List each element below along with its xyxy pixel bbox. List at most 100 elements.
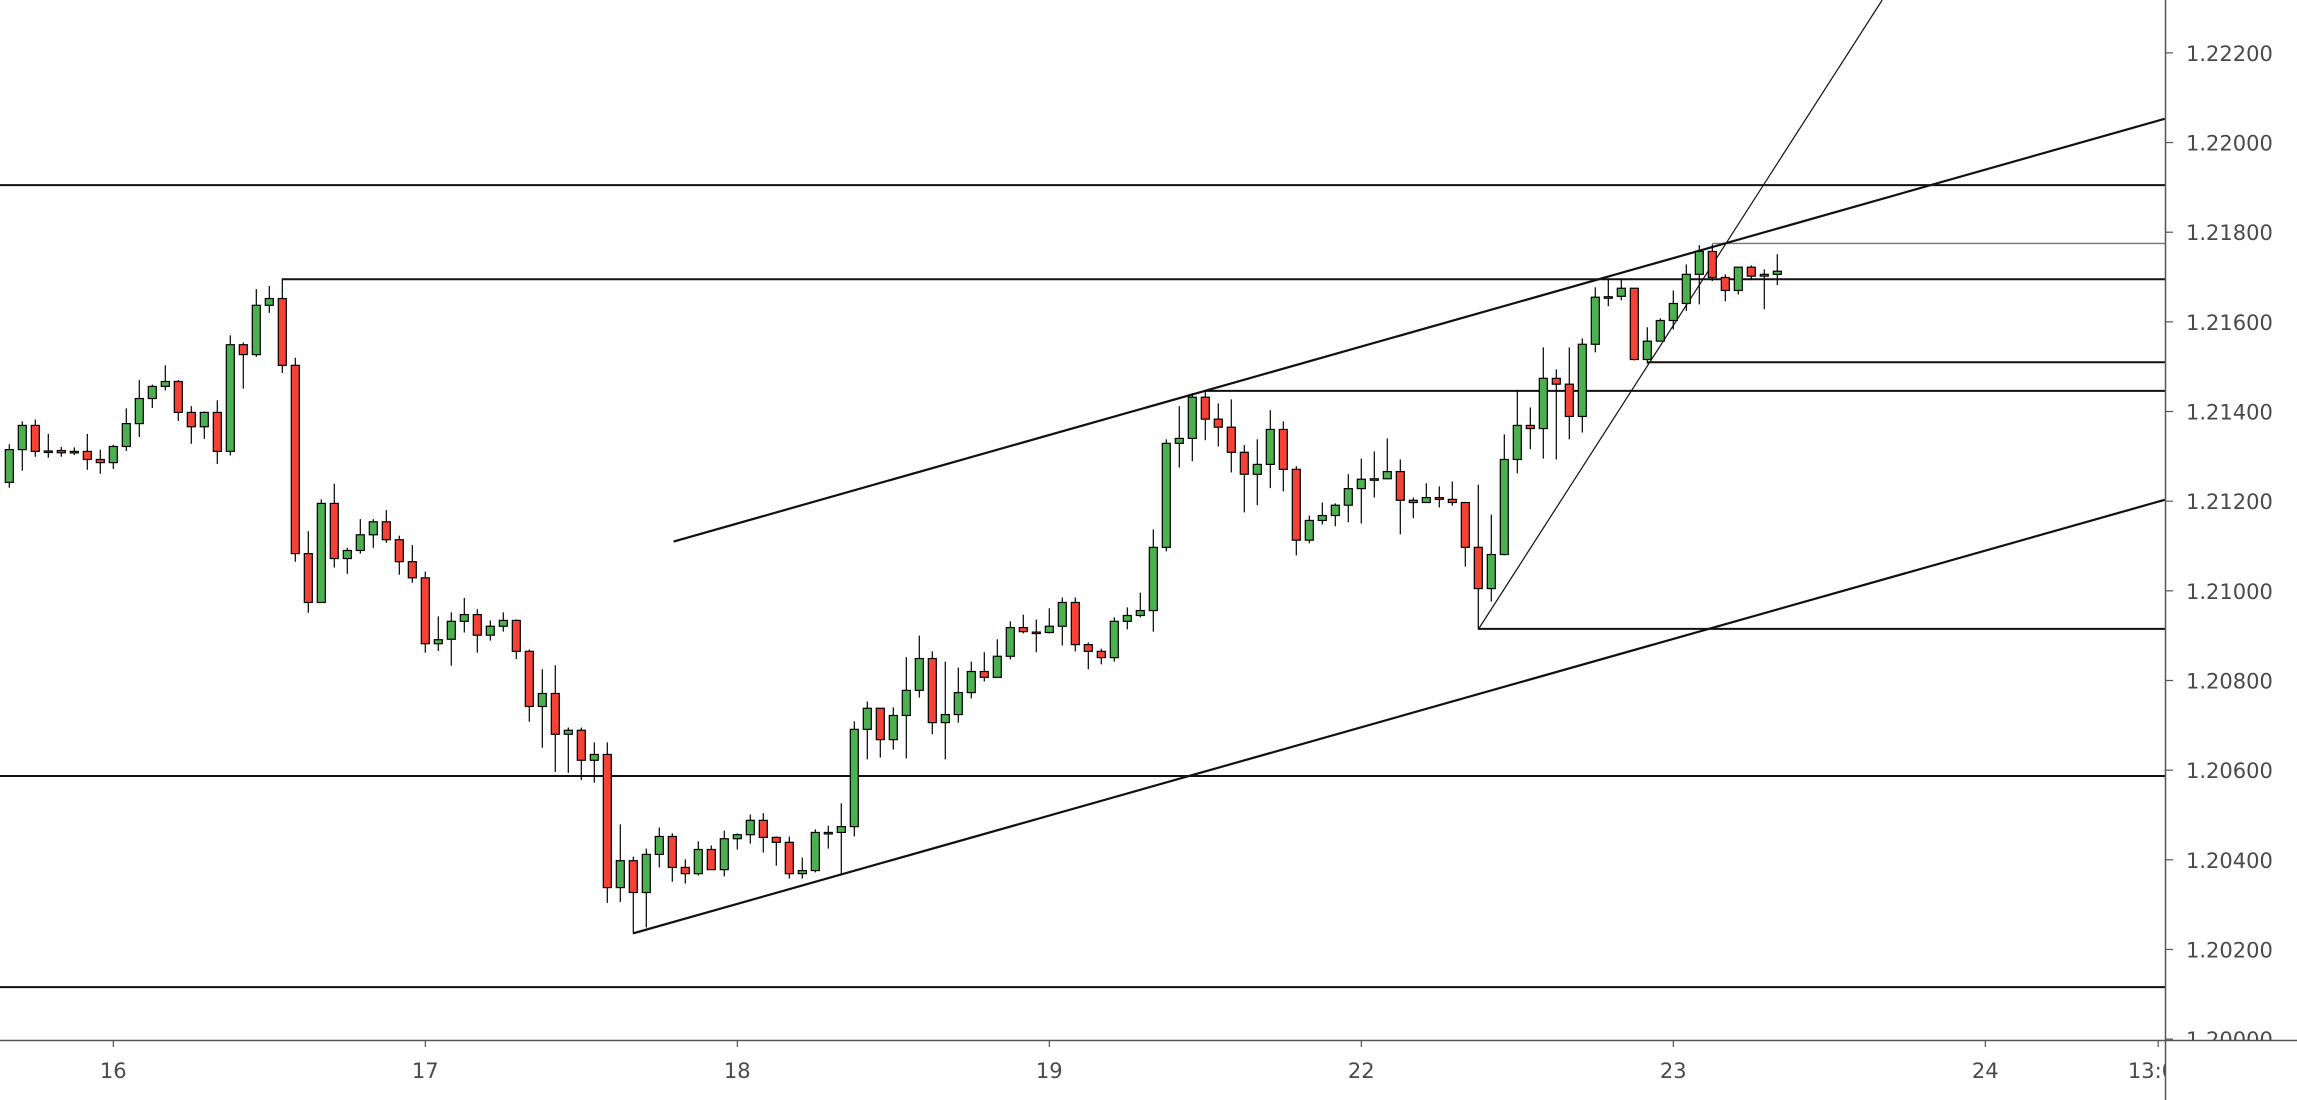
candle <box>43 433 53 458</box>
candle-body-up <box>1057 601 1067 627</box>
candle-body-down <box>186 411 196 428</box>
candle <box>1187 393 1197 462</box>
candle-body-down <box>1707 250 1717 279</box>
candle-body-up <box>823 831 833 835</box>
candle-body-down <box>667 835 677 869</box>
candle <box>17 421 27 471</box>
candle <box>875 707 885 758</box>
candle-body-up <box>160 380 170 388</box>
candle <box>1044 608 1054 634</box>
candle-body-down <box>290 364 300 555</box>
candle-body-up <box>1694 250 1704 275</box>
candle <box>914 635 924 698</box>
candle <box>69 447 79 455</box>
candle-body-down <box>303 553 313 604</box>
candle-body-down <box>511 619 521 652</box>
candle <box>719 830 729 877</box>
candle-body-up <box>134 397 144 425</box>
candle <box>1434 486 1444 508</box>
candle <box>1720 274 1730 302</box>
candle <box>147 384 157 408</box>
candle-body-up <box>1512 424 1522 461</box>
candle <box>1031 619 1041 653</box>
candle-body-down <box>1460 501 1470 548</box>
candle <box>342 547 352 574</box>
candle <box>1668 290 1678 330</box>
candle-body-up <box>1174 437 1184 444</box>
candle <box>1018 614 1028 634</box>
candle-body-up <box>4 449 14 483</box>
candle <box>1057 597 1067 646</box>
candle <box>901 657 911 759</box>
price-tick-label: 1.22000 <box>2186 132 2273 156</box>
time-tick-label: 19 <box>1036 1059 1063 1083</box>
candle-body-up <box>992 655 1002 678</box>
candle <box>1447 481 1457 506</box>
candle-body-down <box>1018 626 1028 633</box>
candle-body-up <box>1005 626 1015 657</box>
candle-body-up <box>1369 478 1379 481</box>
candle <box>615 824 625 902</box>
candle-body-up <box>1603 296 1613 299</box>
candle <box>134 380 144 438</box>
candle-body-down <box>407 561 417 579</box>
candle <box>121 408 131 451</box>
candle-body-down <box>95 458 105 464</box>
candle <box>940 661 950 760</box>
time-axis[interactable]: 16 17 18 19 22 23 24 13:00 <box>100 1040 2189 1083</box>
candle <box>1642 327 1652 364</box>
drawing-layer <box>0 0 2165 989</box>
candle-body-down <box>1291 468 1301 541</box>
candle-body-up <box>1577 343 1587 418</box>
candle-body-up <box>1733 266 1743 292</box>
trend-line[interactable] <box>673 117 2165 543</box>
candle-body-down <box>1031 631 1041 635</box>
candle <box>1161 439 1171 552</box>
candle-body-up <box>1317 514 1327 522</box>
candle <box>498 612 508 632</box>
candle <box>251 289 261 357</box>
candle <box>329 483 339 568</box>
price-tick-label: 1.21600 <box>2186 311 2273 335</box>
candle-body-down <box>1447 498 1457 504</box>
candle-body-up <box>446 620 456 640</box>
candle <box>1226 399 1236 473</box>
candle <box>693 841 703 876</box>
candle <box>394 535 404 575</box>
time-tick-label: 18 <box>724 1059 751 1083</box>
candle-body-down <box>576 729 586 761</box>
candle-body-up <box>1044 625 1054 634</box>
candle <box>537 669 547 748</box>
trend-line[interactable] <box>633 498 2165 935</box>
candle-body-up <box>537 692 547 708</box>
candle <box>303 531 313 613</box>
candle-body-up <box>901 689 911 717</box>
candle-body-up <box>147 385 157 400</box>
candle-body-down <box>1200 396 1210 420</box>
candle <box>1746 265 1756 281</box>
candle <box>1278 421 1288 492</box>
candle-body-down <box>173 380 183 414</box>
candle <box>1174 406 1184 468</box>
candle-body-up <box>797 869 807 875</box>
candle-body-up <box>199 411 209 428</box>
candle <box>784 836 794 879</box>
price-axis[interactable]: 1.22200 1.22000 1.21800 1.21600 1.21400 1.212… <box>2165 42 2273 1052</box>
candle-body-up <box>121 423 131 448</box>
candle-body-up <box>1252 463 1262 475</box>
candle-body-up <box>316 502 326 604</box>
candle-body-up <box>108 445 118 464</box>
candle <box>225 335 235 456</box>
time-tick-label: 22 <box>1348 1059 1375 1083</box>
candle <box>290 357 300 562</box>
trend-line[interactable] <box>1477 0 1883 630</box>
candle-body-down <box>394 539 404 563</box>
candle <box>810 829 820 873</box>
candle <box>1148 529 1158 632</box>
candle <box>563 727 573 773</box>
candle <box>1460 501 1470 567</box>
candle <box>1473 484 1483 630</box>
candle-body-down <box>758 819 768 838</box>
